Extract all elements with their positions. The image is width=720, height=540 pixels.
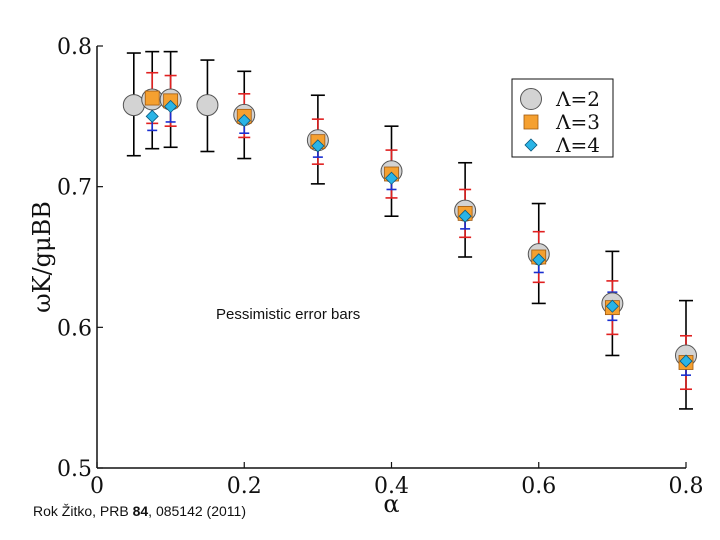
legend-marker	[523, 114, 539, 130]
legend-label: Λ=3	[555, 110, 600, 134]
citation-pages-year: , 085142 (2011)	[148, 503, 246, 519]
data-point	[145, 109, 159, 123]
y-tick-label: 0.8	[57, 35, 92, 60]
legend: Λ=2Λ=3Λ=4	[511, 78, 614, 158]
legend-label: Λ=2	[555, 87, 600, 111]
citation-authors: Rok Žitko, PRB	[33, 503, 133, 519]
legend-label: Λ=4	[555, 133, 600, 157]
data-point	[122, 94, 145, 117]
x-axis-label: α	[383, 490, 399, 518]
data-point	[532, 253, 546, 267]
y-axis-label: ωK/gμBB	[28, 201, 56, 313]
legend-marker	[524, 138, 538, 152]
y-tick-label: 0.6	[57, 316, 92, 341]
data-point	[605, 299, 619, 313]
citation-volume: 84	[132, 503, 149, 519]
citation: Rok Žitko, PRB 84, 085142 (2011)	[33, 503, 246, 519]
x-tick-label: 0	[90, 474, 104, 499]
axes: 0 0.2 0.4 0.6 0.8 0.5 0.6 0.7 0.8 α ωK/gμBB	[28, 35, 704, 518]
data-point	[679, 354, 693, 368]
x-tick-label: 0.8	[669, 474, 704, 499]
data-points	[122, 50, 697, 410]
y-tick-label: 0.5	[57, 457, 92, 482]
error-bars-annotation: Pessimistic error bars	[216, 306, 361, 323]
y-tick-label: 0.7	[57, 176, 92, 201]
data-point	[311, 139, 325, 153]
data-point	[164, 99, 178, 114]
x-tick-label: 0.2	[227, 474, 262, 499]
data-point	[144, 90, 160, 106]
series-points-diamond	[145, 99, 693, 368]
data-point	[237, 113, 251, 128]
data-point	[384, 171, 399, 185]
data-point	[458, 209, 472, 223]
data-point	[196, 94, 219, 117]
x-tick-label: 0.4	[374, 474, 409, 499]
legend-marker	[520, 88, 542, 110]
x-tick-label: 0.6	[521, 474, 556, 499]
